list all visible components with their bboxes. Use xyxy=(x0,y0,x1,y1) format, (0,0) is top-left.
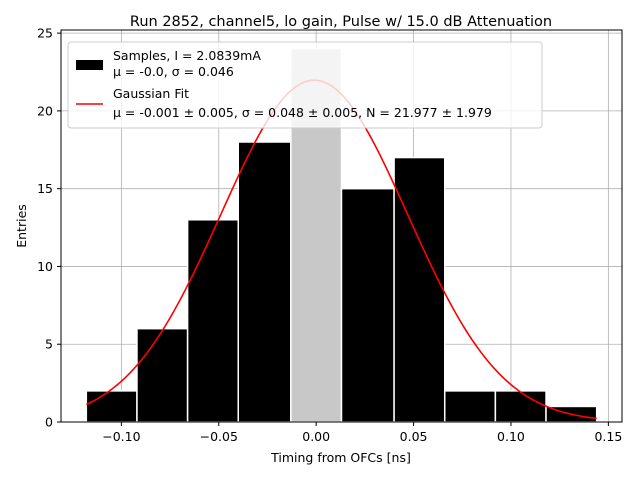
legend-samples-stats: μ = -0.0, σ = 0.046 xyxy=(113,64,234,79)
histogram-bar xyxy=(340,187,395,423)
histogram-bar xyxy=(186,219,240,423)
y-tick-label: 0 xyxy=(45,415,53,430)
legend-fit-stats: μ = -0.001 ± 0.005, σ = 0.048 ± 0.005, N… xyxy=(113,105,492,120)
y-axis-label: Entries xyxy=(14,204,29,248)
x-tick-label: 0.15 xyxy=(594,429,622,444)
histogram-bar xyxy=(443,390,497,423)
histogram-bar xyxy=(85,390,138,423)
x-axis-ticks: −0.10 −0.05 0.00 0.05 0.10 0.15 xyxy=(102,422,622,444)
x-tick-label: 0.00 xyxy=(302,429,330,444)
plot-area-frame xyxy=(60,29,623,423)
legend-box xyxy=(67,41,543,129)
y-axis-ticks: 0 5 10 15 20 25 xyxy=(37,26,61,430)
x-tick-label: 0.10 xyxy=(497,429,525,444)
y-tick-label: 15 xyxy=(37,181,53,196)
histogram-bar xyxy=(494,390,547,423)
histogram-bar xyxy=(393,156,446,423)
chart-title: Run 2852, channel5, lo gain, Pulse w/ 15… xyxy=(130,14,552,30)
histogram-bar xyxy=(237,141,292,423)
y-tick-label: 10 xyxy=(37,259,53,274)
x-axis-label: Timing from OFCs [ns] xyxy=(270,450,411,465)
legend-fit-label: Gaussian Fit xyxy=(113,86,189,101)
x-tick-label: −0.10 xyxy=(102,429,140,444)
y-tick-label: 20 xyxy=(37,103,53,118)
y-tick-label: 5 xyxy=(45,337,53,352)
legend: Samples, I = 2.0839mA μ = -0.0, σ = 0.04… xyxy=(67,41,543,129)
x-tick-label: −0.05 xyxy=(200,429,238,444)
x-tick-label: 0.05 xyxy=(400,429,428,444)
y-tick-label: 25 xyxy=(37,26,53,41)
legend-samples-label: Samples, I = 2.0839mA xyxy=(113,48,261,63)
histogram-bar xyxy=(136,327,189,423)
legend-samples-swatch xyxy=(76,60,103,70)
